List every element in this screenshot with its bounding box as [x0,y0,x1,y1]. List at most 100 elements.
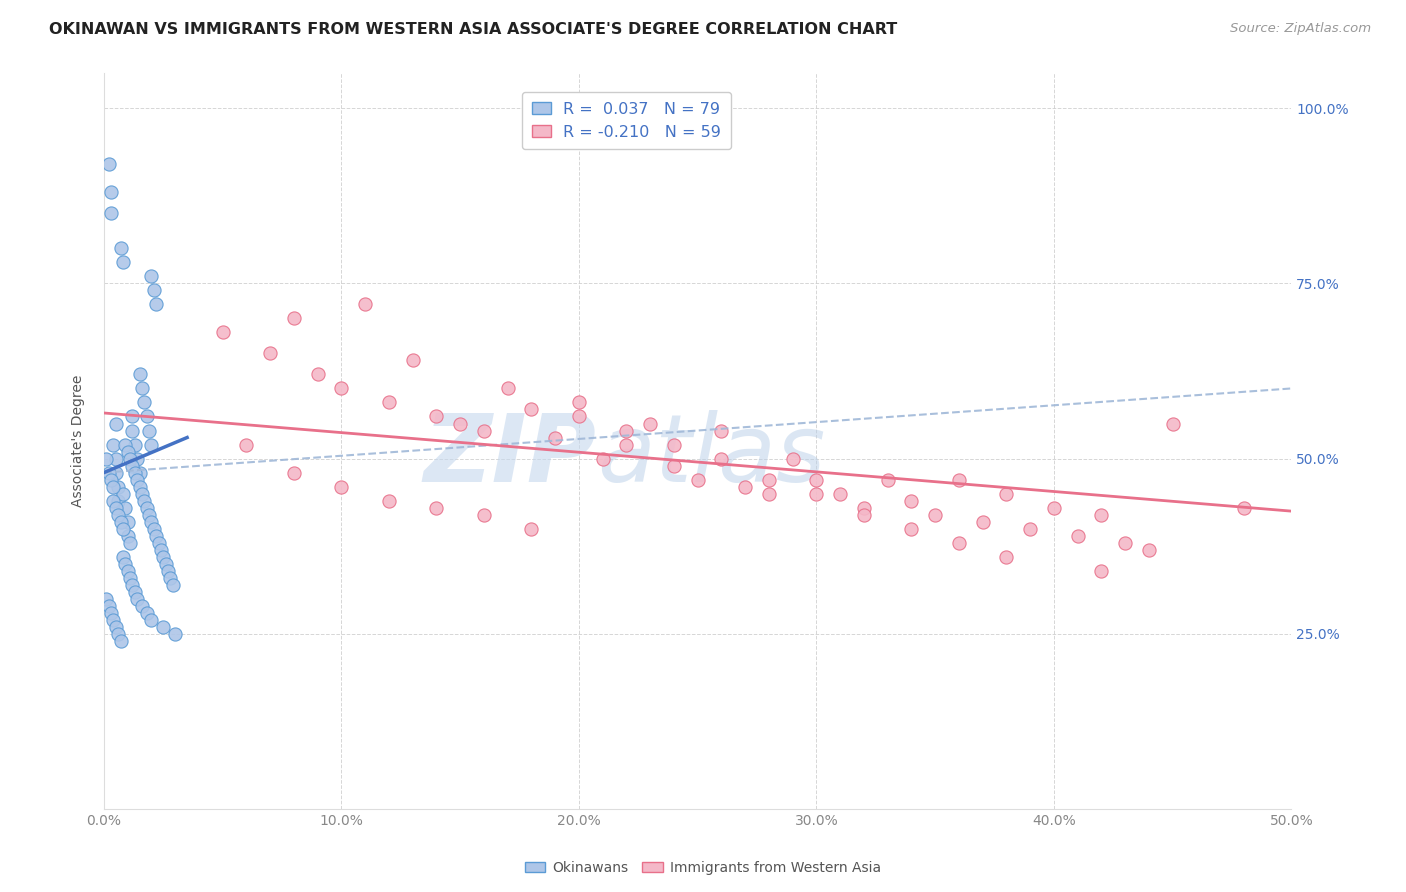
Point [135,500,157,515]
Point [96,591,118,606]
Point [110,241,132,255]
Point [141,515,163,529]
Point [710,424,733,438]
Point [710,451,733,466]
Point [127,451,149,466]
Point [141,613,163,627]
Point [159,571,181,585]
Point [103,437,125,451]
Point [107,508,129,522]
Point [128,368,150,382]
Point [117,444,139,458]
Point [134,395,156,409]
Point [806,473,828,487]
Point [1066,529,1088,543]
Point [283,466,305,480]
Point [124,584,146,599]
Point [1137,542,1160,557]
Legend: Okinawans, Immigrants from Western Asia: Okinawans, Immigrants from Western Asia [519,855,887,880]
Point [110,515,132,529]
Point [97,466,120,480]
Point [135,606,157,620]
Point [162,578,184,592]
Point [378,493,401,508]
Point [100,185,122,199]
Point [120,451,142,466]
Text: OKINAWAN VS IMMIGRANTS FROM WESTERN ASIA ASSOCIATE'S DEGREE CORRELATION CHART: OKINAWAN VS IMMIGRANTS FROM WESTERN ASIA… [49,22,897,37]
Point [520,402,543,417]
Point [120,571,142,585]
Point [758,486,780,500]
Point [520,522,543,536]
Point [141,269,163,284]
Point [131,599,153,613]
Point [1161,417,1184,431]
Point [900,493,922,508]
Point [972,515,994,529]
Point [124,437,146,451]
Point [425,409,447,424]
Point [104,417,127,431]
Point [544,430,567,444]
Point [758,473,780,487]
Text: Source: ZipAtlas.com: Source: ZipAtlas.com [1230,22,1371,36]
Point [152,549,174,564]
Point [1090,564,1112,578]
Point [121,424,143,438]
Point [145,529,167,543]
Point [131,486,153,500]
Point [354,297,377,311]
Point [104,451,127,466]
Point [100,206,122,220]
Point [686,473,709,487]
Point [100,473,122,487]
Point [155,557,177,571]
Text: atlas: atlas [596,410,825,501]
Point [948,535,970,549]
Point [128,480,150,494]
Point [127,473,149,487]
Point [211,326,233,340]
Point [259,346,281,360]
Point [995,486,1018,500]
Y-axis label: Associate's Degree: Associate's Degree [72,375,86,508]
Point [149,542,172,557]
Point [148,535,170,549]
Point [121,578,143,592]
Point [900,522,922,536]
Point [124,466,146,480]
Point [104,500,127,515]
Point [152,620,174,634]
Point [114,437,136,451]
Point [114,500,136,515]
Point [111,522,134,536]
Point [782,451,804,466]
Point [96,451,118,466]
Point [157,564,180,578]
Point [592,451,614,466]
Point [496,381,519,395]
Point [734,480,756,494]
Point [616,437,638,451]
Point [117,515,139,529]
Legend: R =  0.037   N = 79, R = -0.210   N = 59: R = 0.037 N = 79, R = -0.210 N = 59 [522,92,731,149]
Point [568,395,591,409]
Point [103,493,125,508]
Point [852,508,875,522]
Point [142,522,165,536]
Point [131,381,153,395]
Point [472,424,495,438]
Point [104,620,127,634]
Point [111,549,134,564]
Point [1114,535,1136,549]
Point [472,508,495,522]
Point [128,466,150,480]
Point [616,424,638,438]
Point [97,599,120,613]
Point [107,493,129,508]
Point [830,486,852,500]
Point [1090,508,1112,522]
Point [135,409,157,424]
Point [134,493,156,508]
Point [876,473,898,487]
